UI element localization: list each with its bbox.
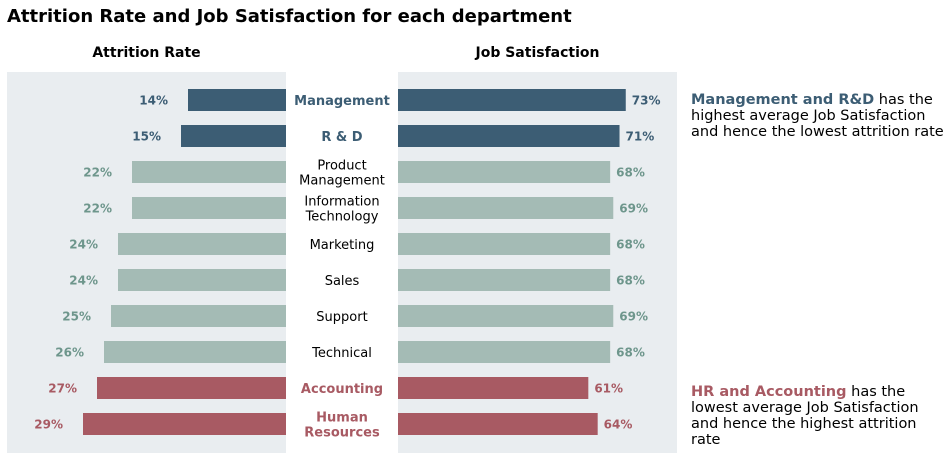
chart-title: Attrition Rate and Job Satisfaction for … [7, 6, 572, 27]
satisfaction-label: 69% [619, 310, 648, 324]
satisfaction-label: 64% [604, 418, 633, 432]
annotation-high: Management and R&D has the highest avera… [691, 92, 949, 140]
satisfaction-bar [398, 197, 614, 219]
attrition-bar [181, 125, 286, 147]
category-label: Product Management [299, 159, 385, 189]
attrition-label: 27% [48, 382, 77, 396]
attrition-label: 26% [55, 346, 84, 360]
category-label: Marketing [310, 238, 375, 253]
satisfaction-bar [398, 377, 589, 399]
satisfaction-bar [398, 233, 611, 255]
category-label: Accounting [301, 382, 383, 397]
satisfaction-label: 68% [616, 274, 645, 288]
category-label: Technical [311, 346, 372, 361]
annotation-low-highlight: HR and Accounting [691, 384, 847, 400]
satisfaction-bar [398, 161, 611, 183]
attrition-bar [118, 269, 286, 291]
annotation-low: HR and Accounting has the lowest average… [691, 384, 949, 448]
annotation-high-highlight: Management and R&D [691, 92, 875, 108]
satisfaction-label: 71% [626, 130, 655, 144]
satisfaction-bar [398, 89, 626, 111]
satisfaction-bar [398, 269, 611, 291]
attrition-bar [104, 341, 286, 363]
satisfaction-label: 61% [594, 382, 623, 396]
attrition-label: 22% [83, 166, 112, 180]
attrition-label: 29% [34, 418, 63, 432]
satisfaction-label: 68% [616, 166, 645, 180]
attrition-label: 15% [132, 130, 161, 144]
category-label: Support [316, 310, 367, 325]
satisfaction-label: 68% [616, 238, 645, 252]
attrition-bar [188, 89, 286, 111]
attrition-bar [132, 197, 286, 219]
attrition-bar [111, 305, 286, 327]
satisfaction-bar [398, 413, 598, 435]
satisfaction-label: 69% [619, 202, 648, 216]
attrition-label: 25% [62, 310, 91, 324]
satisfaction-label: 68% [616, 346, 645, 360]
category-label: Management [294, 94, 390, 109]
satisfaction-bar [398, 125, 620, 147]
annotation-high-text: has the highest average Job Satisfaction… [691, 92, 944, 140]
category-label: Information Technology [304, 195, 379, 225]
attrition-label: 14% [139, 94, 168, 108]
attrition-bar [83, 413, 286, 435]
attrition-label: 24% [69, 274, 98, 288]
satisfaction-heading: Job Satisfaction [475, 45, 600, 61]
category-label: Sales [325, 274, 360, 289]
attrition-label: 24% [69, 238, 98, 252]
satisfaction-bar [398, 341, 611, 363]
category-label: Human Resources [304, 411, 380, 441]
attrition-bar [118, 233, 286, 255]
category-label: R & D [321, 130, 362, 145]
attrition-heading: Attrition Rate [92, 45, 200, 61]
satisfaction-label: 73% [632, 94, 661, 108]
attrition-bar [97, 377, 286, 399]
satisfaction-bar [398, 305, 614, 327]
attrition-label: 22% [83, 202, 112, 216]
attrition-bar [132, 161, 286, 183]
annotation-low-text: has the lowest average Job Satisfaction … [691, 384, 919, 448]
